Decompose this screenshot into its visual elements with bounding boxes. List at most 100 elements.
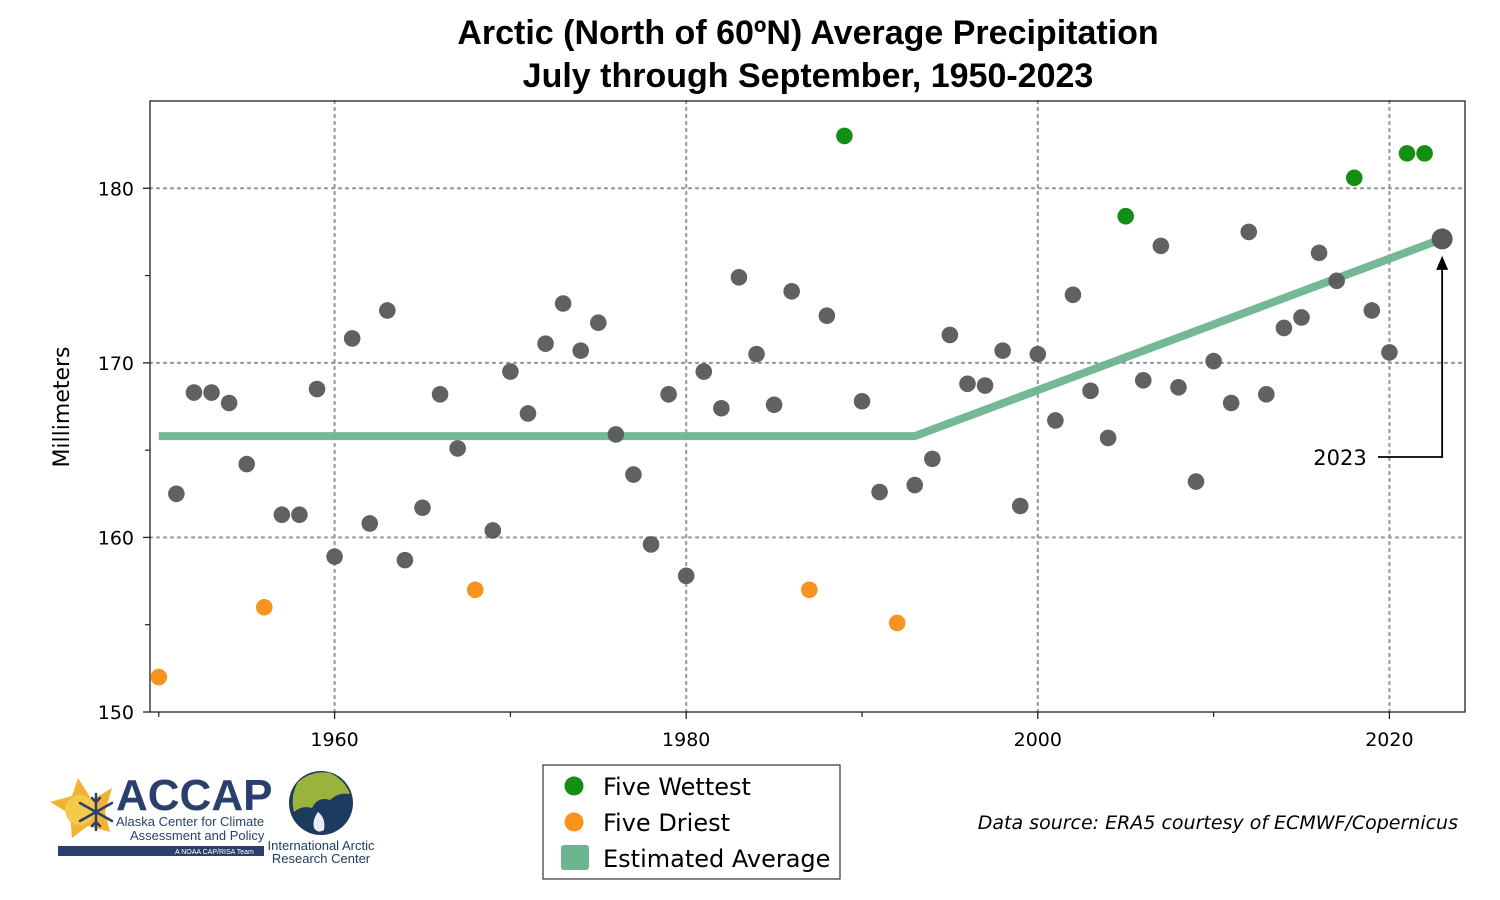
data-point — [449, 440, 466, 457]
accap-logo: ACCAP Alaska Center for Climate Assessme… — [50, 771, 272, 856]
data-point — [431, 385, 449, 403]
data-point-wettest — [836, 127, 853, 145]
data-point — [484, 522, 502, 539]
data-point — [308, 380, 326, 398]
data-point — [924, 450, 941, 468]
plot-frame — [149, 100, 1466, 713]
data-point — [871, 483, 888, 501]
legend-label-average: Estimated Average — [603, 845, 830, 873]
data-point — [1205, 352, 1222, 370]
data-points — [150, 127, 1453, 686]
data-source-note: Data source: ERA5 courtesy of ECMWF/Cope… — [978, 812, 1458, 834]
plot-area: 1960 1980 2000 2020 150 160 170 180 — [98, 99, 1467, 751]
x-tick-label: 2020 — [1365, 729, 1413, 751]
data-point — [361, 515, 379, 532]
data-point — [1381, 344, 1398, 361]
data-point — [1328, 272, 1345, 290]
data-point — [554, 295, 572, 312]
annotation-arrow — [1378, 268, 1444, 458]
data-point — [238, 455, 255, 473]
data-point — [959, 375, 976, 393]
data-point — [765, 396, 783, 414]
data-point — [941, 326, 959, 344]
globe-icon — [289, 771, 353, 835]
data-point — [203, 384, 220, 401]
data-point — [677, 567, 695, 585]
annotation-arrowhead — [1436, 255, 1449, 270]
data-point-wettest — [1398, 145, 1416, 162]
data-point — [976, 377, 994, 394]
legend-box — [542, 764, 841, 880]
axis-ticks: 1960 1980 2000 2020 150 160 170 180 — [98, 178, 1414, 751]
data-point-driest — [150, 668, 168, 686]
data-point — [572, 342, 590, 359]
data-point — [1047, 412, 1064, 429]
legend-marker-average — [561, 845, 589, 870]
data-point — [326, 548, 343, 565]
data-point — [519, 405, 537, 422]
accap-line2: Assessment and Policy — [130, 828, 265, 843]
data-point — [853, 392, 871, 410]
annotation-2023: 2023 — [1313, 255, 1449, 470]
estimated-average-line — [158, 235, 1444, 441]
accap-line1: Alaska Center for Climate — [116, 814, 264, 829]
chart-title: Arctic (North of 60ºN) Average Precipita… — [457, 14, 1158, 52]
data-point — [168, 485, 185, 503]
legend-marker-wettest — [564, 776, 584, 796]
iarc-logo: International Arctic Research Center — [268, 771, 375, 866]
accap-tagline-bar — [58, 846, 264, 856]
data-point — [1258, 385, 1275, 403]
data-point — [1152, 237, 1170, 255]
data-point — [1029, 345, 1047, 363]
iarc-line2: Research Center — [272, 851, 371, 866]
snowflake-icon — [78, 792, 114, 832]
data-point — [414, 499, 431, 517]
annotation-label: 2023 — [1313, 446, 1366, 470]
data-point — [695, 363, 713, 380]
data-point — [1134, 372, 1152, 389]
data-point — [1099, 429, 1117, 447]
data-point-wettest — [1117, 207, 1135, 225]
iarc-line1: International Arctic — [268, 838, 375, 853]
data-point — [642, 536, 660, 553]
data-point — [1222, 394, 1240, 412]
data-point-driest — [255, 598, 273, 616]
data-point — [994, 342, 1011, 359]
data-point — [502, 363, 519, 380]
legend-label-wettest: Five Wettest — [603, 773, 751, 801]
data-point-driest — [888, 614, 906, 632]
accap-tagline: A NOAA CAP/RISA Team — [175, 849, 254, 856]
data-point — [1240, 223, 1258, 241]
data-point — [537, 335, 554, 352]
data-point — [1170, 378, 1187, 396]
x-tick-label: 1960 — [310, 729, 358, 751]
y-tick-label: 180 — [98, 178, 134, 200]
y-tick-label: 170 — [98, 353, 134, 375]
data-point — [625, 466, 642, 483]
grid-lines — [148, 99, 1467, 714]
y-tick-label: 150 — [98, 702, 134, 724]
data-point — [783, 282, 800, 300]
accap-name: ACCAP — [116, 771, 272, 820]
data-point — [906, 476, 924, 494]
chart-subtitle: July through September, 1950-2023 — [523, 57, 1094, 95]
data-point — [660, 385, 677, 403]
data-point — [713, 399, 730, 417]
data-point — [343, 330, 361, 347]
data-point — [748, 345, 765, 363]
data-point — [396, 551, 414, 569]
legend-label-driest: Five Driest — [603, 809, 730, 837]
data-point-wettest — [1345, 169, 1363, 187]
data-point — [1275, 319, 1293, 337]
data-point — [1310, 244, 1328, 262]
estimated-average-layer — [158, 235, 1444, 441]
data-point-2023 — [1431, 228, 1453, 250]
data-point — [1187, 473, 1205, 490]
data-point — [273, 506, 291, 524]
data-point-driest — [800, 581, 818, 599]
data-point-driest — [466, 581, 484, 599]
data-point — [589, 314, 607, 332]
y-axis-label: Millimeters — [50, 346, 75, 467]
x-tick-label: 1980 — [662, 729, 710, 751]
